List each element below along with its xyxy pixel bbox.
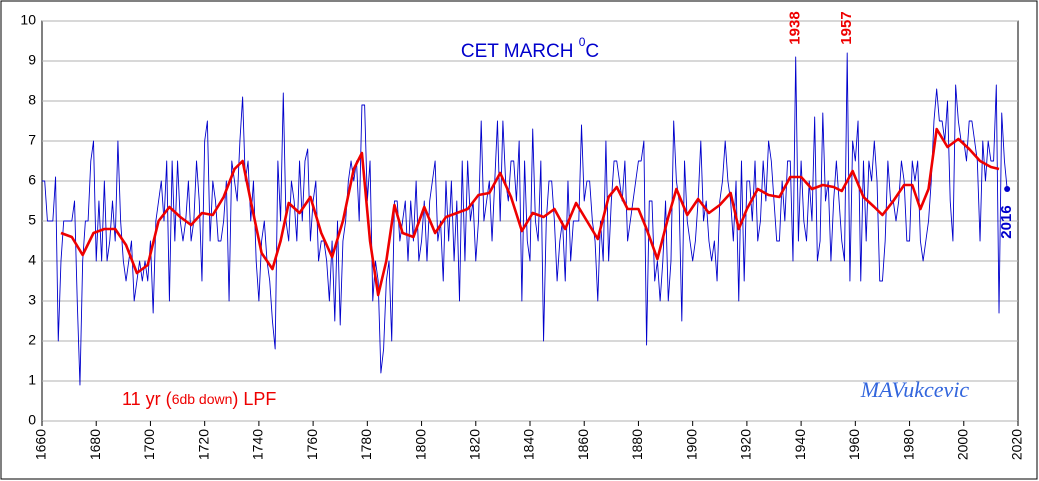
title-text: CET MARCH bbox=[461, 41, 579, 62]
y-tick-label: 4 bbox=[28, 252, 36, 268]
y-tick-label: 9 bbox=[28, 52, 36, 68]
y-tick-label: 10 bbox=[20, 12, 36, 28]
annotation: 1957 bbox=[838, 11, 855, 44]
title-unit: C bbox=[585, 41, 599, 62]
x-tick-label: 1820 bbox=[466, 429, 482, 460]
x-tick-label: 1700 bbox=[141, 429, 157, 460]
y-tick-label: 1 bbox=[28, 372, 36, 388]
title-degree: 0 bbox=[579, 35, 586, 49]
chart-title: CET MARCH 0C bbox=[461, 35, 599, 62]
y-tick-label: 0 bbox=[28, 412, 36, 428]
x-tick-label: 1940 bbox=[792, 429, 808, 460]
lpf-text: 6db down bbox=[172, 391, 233, 407]
annotation: 1938 bbox=[787, 11, 804, 44]
x-tick-label: 1720 bbox=[195, 429, 211, 460]
x-tick-label: 1980 bbox=[900, 429, 916, 460]
x-tick-label: 1860 bbox=[575, 429, 591, 460]
lpf-line bbox=[60, 127, 1000, 297]
x-tick-label: 1960 bbox=[846, 429, 862, 460]
x-tick-label: 1800 bbox=[412, 429, 428, 460]
annual-line bbox=[42, 52, 1008, 386]
annotation: 2016 bbox=[998, 205, 1015, 238]
x-tick-label: 1760 bbox=[304, 429, 320, 460]
y-tick-label: 7 bbox=[28, 132, 36, 148]
y-tick-label: 3 bbox=[28, 292, 36, 308]
x-tick-label: 1660 bbox=[33, 429, 49, 460]
x-tick-label: 1680 bbox=[87, 429, 103, 460]
y-tick-label: 8 bbox=[28, 92, 36, 108]
x-tick-label: 1840 bbox=[521, 429, 537, 460]
y-tick-label: 5 bbox=[28, 212, 36, 228]
last-point bbox=[1004, 186, 1011, 192]
x-tick-label: 2000 bbox=[954, 429, 970, 460]
x-tick-label: 1900 bbox=[683, 429, 699, 460]
lpf-text: ) LPF bbox=[232, 389, 276, 409]
y-tick-label: 6 bbox=[28, 172, 36, 188]
x-tick-label: 1780 bbox=[358, 429, 374, 460]
x-tick-label: 1740 bbox=[250, 429, 266, 460]
lpf-label: 11 yr (6db down) LPF bbox=[122, 389, 276, 409]
x-tick-label: 1880 bbox=[629, 429, 645, 460]
y-tick-label: 2 bbox=[28, 332, 36, 348]
x-tick-label: 1920 bbox=[738, 429, 754, 460]
x-tick-label: 2020 bbox=[1009, 429, 1025, 460]
lpf-text: 11 yr ( bbox=[122, 389, 172, 409]
